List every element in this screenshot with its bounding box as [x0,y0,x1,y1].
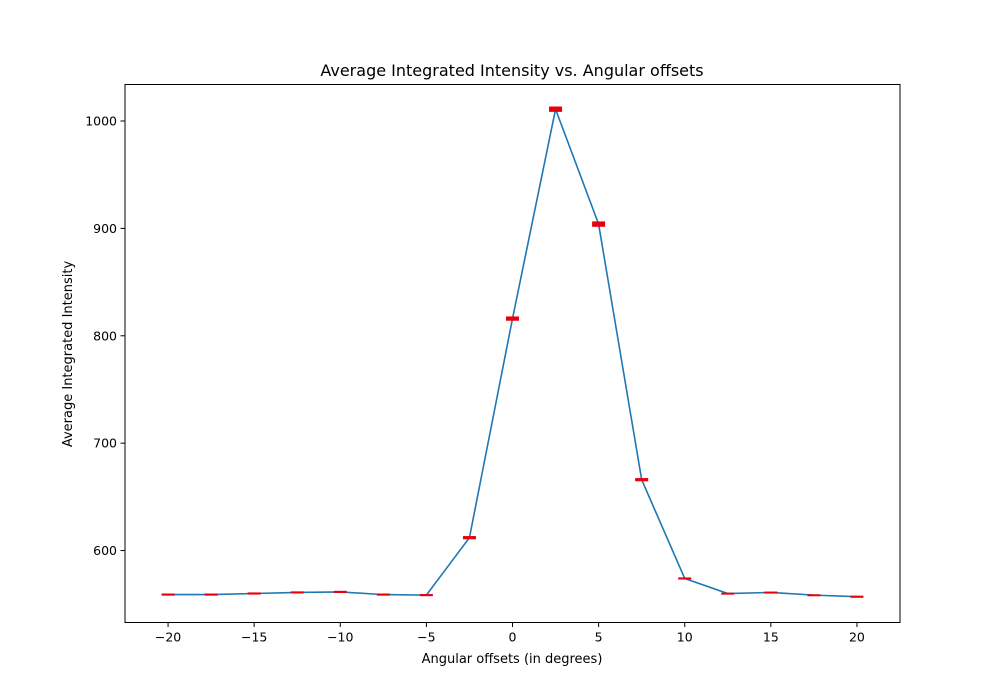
x-tick-label: 10 [677,630,693,645]
x-tick-label: −15 [241,630,267,645]
error-bar [376,593,390,596]
y-tick-label: 700 [93,436,117,451]
error-bar [764,591,778,594]
x-tick-label: 15 [763,630,779,645]
error-bar [462,536,476,540]
error-bar [549,106,563,112]
y-tick-label: 1000 [85,114,117,129]
x-tick-label: 5 [595,630,603,645]
error-bar [161,593,175,596]
error-bar [333,590,347,593]
error-bar [204,593,218,596]
x-tick-label: 20 [849,630,865,645]
x-tick-label: 0 [509,630,517,645]
error-bar [850,595,864,598]
error-bar [678,577,692,580]
error-bar [506,316,519,321]
error-bar [592,221,606,227]
y-tick-label: 800 [93,328,117,343]
plot-frame [124,84,901,623]
x-tick-label: −5 [417,630,435,645]
x-tick-label: −20 [155,630,181,645]
error-bar [247,592,261,595]
x-axis: −20 −15 −10 −5 0 5 10 15 20 [155,622,865,645]
y-tick-label: 600 [93,543,117,558]
chart-title: Average Integrated Intensity vs. Angular… [320,61,703,80]
error-bar [721,592,735,595]
data-line [168,106,857,598]
error-bar [419,594,433,597]
x-axis-label: Angular offsets (in degrees) [422,652,603,667]
plot-area [161,106,864,598]
y-tick-label: 900 [93,221,117,236]
error-bar [807,594,821,597]
y-axis-label: Average Integrated Intensity [61,261,76,448]
error-bar [290,591,304,594]
y-axis: 600 700 800 900 1000 [85,114,125,558]
x-tick-label: −10 [327,630,353,645]
error-bar [635,478,649,482]
